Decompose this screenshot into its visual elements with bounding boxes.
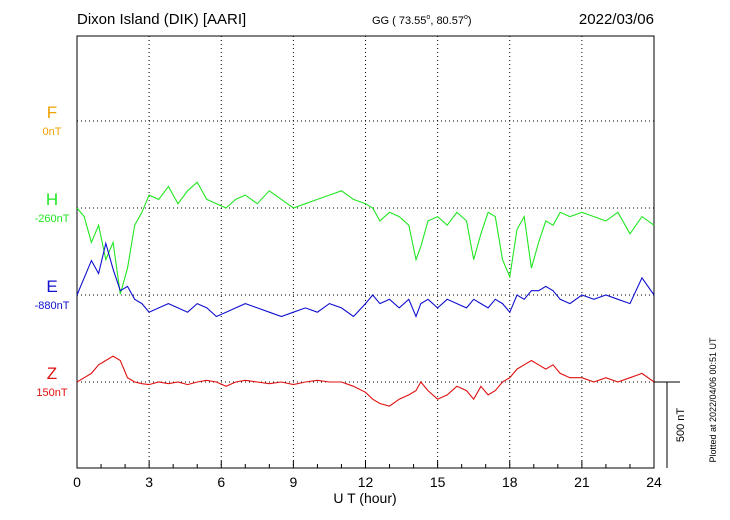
series-F-name: F xyxy=(47,103,57,122)
x-axis-label: U T (hour) xyxy=(333,490,396,506)
series-F-baseline: 0nT xyxy=(43,126,62,138)
coordinates-label: GG ( 73.55o, 80.57o) xyxy=(372,14,472,27)
series-E-line xyxy=(76,241,655,318)
x-tick-label: 12 xyxy=(358,474,374,490)
x-tick-label: 15 xyxy=(430,474,446,490)
x-tick-label: 24 xyxy=(646,474,662,490)
series-E-baseline: -880nT xyxy=(35,300,70,312)
x-tick-label: 0 xyxy=(73,474,81,490)
x-tick-label: 21 xyxy=(574,474,590,490)
x-tick-label: 3 xyxy=(145,474,153,490)
date-label: 2022/03/06 xyxy=(579,11,654,28)
traces xyxy=(76,181,655,407)
x-axis-ticks: 0 3 6 9 12 15 18 21 24 xyxy=(73,474,662,490)
series-H-name: H xyxy=(46,190,58,209)
station-title: Dixon Island (DIK) [AARI] xyxy=(77,11,246,28)
x-tick-label: 18 xyxy=(502,474,518,490)
plot-frame xyxy=(76,35,655,469)
scale-bar-label: 500 nT xyxy=(675,408,687,443)
series-Z-name: Z xyxy=(47,364,57,383)
x-tick-label: 6 xyxy=(217,474,225,490)
scale-bar xyxy=(654,381,680,468)
series-H-line xyxy=(76,181,655,295)
grid xyxy=(77,36,654,468)
series-H-baseline: -260nT xyxy=(35,213,70,225)
series-Z-line xyxy=(76,355,655,407)
series-E-name: E xyxy=(46,277,57,296)
series-Z-baseline: 150nT xyxy=(36,387,67,399)
component-labels: F 0nT H -260nT E -880nT Z 150nT xyxy=(35,103,70,399)
x-tick-label: 9 xyxy=(289,474,297,490)
plotted-at-label: Plotted at 2022/04/06 00:51 UT xyxy=(708,337,718,463)
